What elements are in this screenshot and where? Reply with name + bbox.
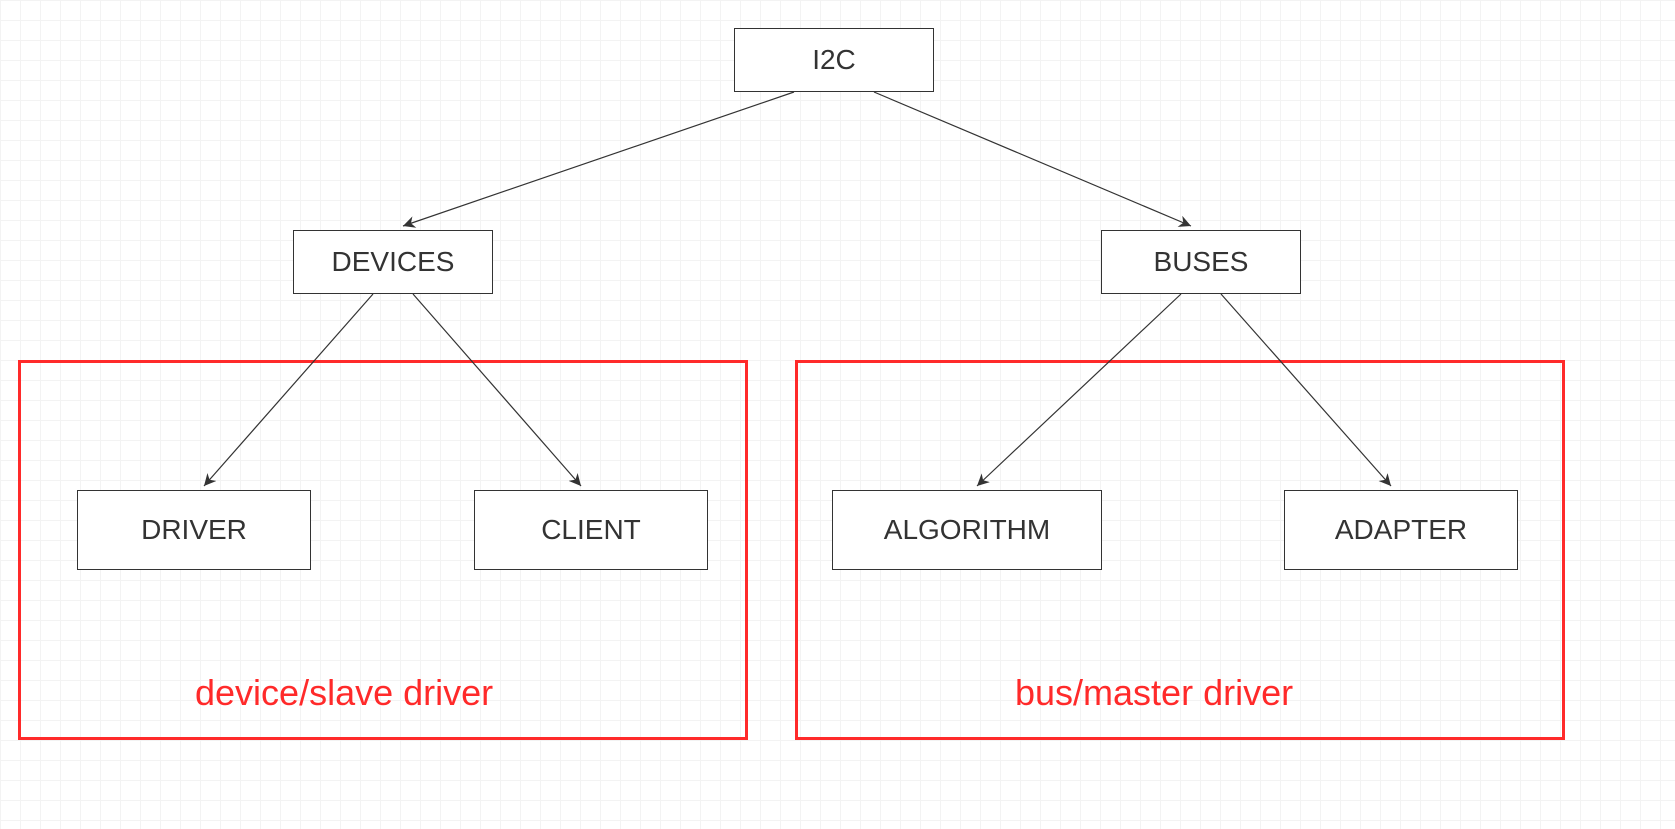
- bus-master-group-label: bus/master driver: [1015, 672, 1293, 714]
- node-driver-label: DRIVER: [141, 514, 247, 546]
- node-driver: DRIVER: [77, 490, 311, 570]
- node-i2c-label: I2C: [812, 44, 856, 76]
- node-client: CLIENT: [474, 490, 708, 570]
- node-buses: BUSES: [1101, 230, 1301, 294]
- node-devices: DEVICES: [293, 230, 493, 294]
- edge-i2c-buses: [874, 92, 1191, 226]
- node-algorithm: ALGORITHM: [832, 490, 1102, 570]
- edge-i2c-devices: [403, 92, 794, 226]
- node-adapter-label: ADAPTER: [1335, 514, 1467, 546]
- diagram-canvas: device/slave driver bus/master driver I2…: [0, 0, 1675, 829]
- node-i2c: I2C: [734, 28, 934, 92]
- node-algorithm-label: ALGORITHM: [884, 514, 1050, 546]
- node-buses-label: BUSES: [1154, 246, 1249, 278]
- node-adapter: ADAPTER: [1284, 490, 1518, 570]
- device-slave-group-label: device/slave driver: [195, 672, 493, 714]
- node-client-label: CLIENT: [541, 514, 641, 546]
- node-devices-label: DEVICES: [332, 246, 455, 278]
